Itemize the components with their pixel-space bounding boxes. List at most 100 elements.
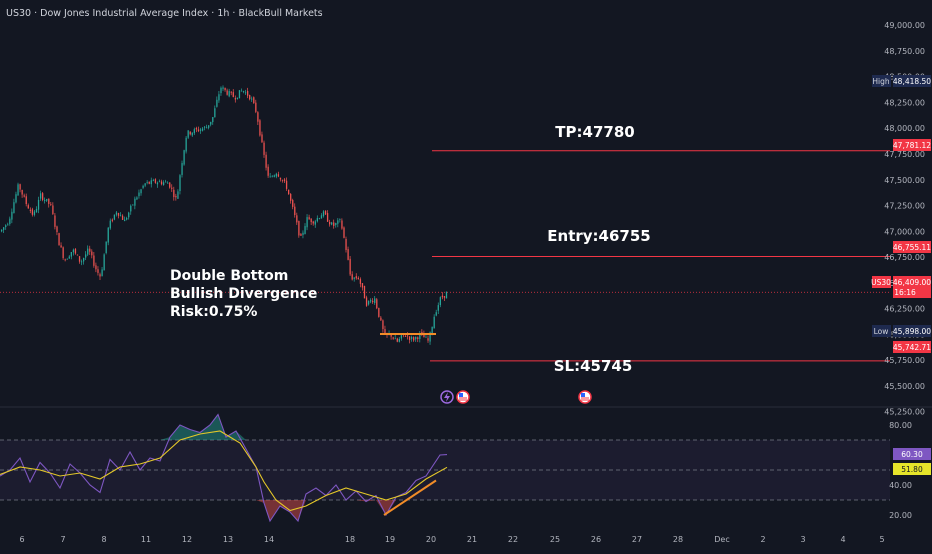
price-tick-label: 47,750.00 [884, 150, 925, 159]
lightning-icon[interactable] [440, 390, 454, 404]
candle-body [372, 300, 374, 303]
candle-body [445, 291, 448, 299]
time-tick-label: 8 [101, 535, 106, 544]
candle-body [60, 245, 62, 248]
candle-body [345, 238, 347, 250]
candle-body [355, 276, 357, 279]
candle-body [117, 213, 120, 216]
candle-body [216, 99, 218, 107]
candle-body [429, 332, 431, 342]
time-tick-label: 27 [632, 535, 642, 544]
candle-body [300, 233, 302, 236]
candle-body [87, 248, 89, 255]
candle-body [310, 218, 312, 223]
candle-body [152, 180, 154, 182]
candle-body [427, 338, 429, 341]
candle-body [382, 320, 384, 330]
candle-body [439, 297, 441, 306]
candle-body [261, 134, 263, 143]
candle-body [1, 229, 3, 232]
candle-body [273, 175, 275, 177]
candle-body [5, 225, 7, 228]
tp-price-badge: 47,781.12 [893, 139, 931, 151]
candle-body [93, 255, 95, 266]
candle-body [179, 175, 181, 192]
candle-body [425, 336, 427, 338]
time-tick-label: 22 [508, 535, 518, 544]
low-badge: Low 45,898.00 [872, 325, 931, 337]
candle-body [85, 254, 87, 258]
candle-body [337, 220, 339, 224]
candle-body [177, 191, 179, 199]
candle-body [25, 196, 27, 205]
candle-body [263, 142, 265, 155]
candle-body [275, 173, 277, 177]
rsi-ma-badge: 51.80 [893, 463, 931, 475]
candle-body [11, 211, 13, 220]
candle-body [181, 163, 183, 175]
candle-body [238, 90, 241, 99]
time-tick-label: 11 [141, 535, 151, 544]
time-tick-label: 21 [467, 535, 477, 544]
candle-body [408, 336, 411, 341]
candle-body [183, 150, 185, 165]
candle-body [236, 97, 239, 99]
candle-body [244, 92, 247, 94]
candle-body [443, 296, 446, 298]
candle-body [195, 127, 198, 130]
high-badge: High 48,418.50 [872, 75, 931, 87]
candle-body [308, 217, 310, 220]
candle-body [298, 220, 300, 236]
candle-body [349, 258, 351, 275]
candle-body [367, 300, 370, 305]
candle-body [255, 102, 257, 112]
time-tick-label: 18 [345, 535, 355, 544]
candle-body [78, 256, 81, 262]
high-badge-value: 48,418.50 [893, 77, 931, 86]
candle-body [212, 117, 214, 123]
candle-body [13, 202, 15, 213]
candle-body [271, 176, 273, 178]
time-tick-label: 4 [840, 535, 845, 544]
candle-body [89, 248, 91, 252]
rsi-group [0, 413, 890, 523]
candle-body [17, 184, 19, 196]
candle-body [306, 217, 308, 228]
rsi-tick-label: 80.00 [889, 421, 912, 430]
sl-label: SL:45745 [554, 357, 633, 375]
candle-body [220, 87, 222, 94]
sl-badge-value: 45,742.71 [893, 343, 931, 352]
candle-body [417, 337, 419, 339]
time-tick-label: 28 [673, 535, 683, 544]
candle-body [351, 274, 353, 280]
candle-body [312, 221, 314, 224]
candle-body [339, 219, 341, 220]
candle-body [218, 94, 220, 101]
candle-body [70, 252, 72, 257]
candle-body [193, 129, 195, 134]
candle-body [158, 181, 161, 183]
price-tick-label: 45,750.00 [884, 356, 925, 365]
candle-body [107, 227, 109, 243]
candle-body [265, 154, 267, 168]
candle-body [136, 197, 138, 200]
candle-body [390, 333, 392, 337]
candle-body [398, 338, 400, 342]
levels-group [0, 150, 890, 362]
candle-body [199, 129, 202, 131]
time-tick-label: 7 [60, 535, 65, 544]
us-flag-icon[interactable] [578, 390, 592, 404]
bullish-divergence-line [383, 479, 437, 516]
candle-body [222, 87, 224, 89]
candle-body [121, 215, 124, 220]
price-tick-label: 48,750.00 [884, 47, 925, 56]
candle-body [374, 298, 376, 303]
price-tick-label: 47,500.00 [884, 176, 925, 185]
us-flag-icon[interactable] [456, 390, 470, 404]
candle-body [294, 206, 296, 216]
candle-body [251, 98, 253, 100]
candle-body [343, 227, 345, 238]
bar-countdown: 16:16 [894, 288, 916, 297]
candle-body [37, 199, 40, 210]
